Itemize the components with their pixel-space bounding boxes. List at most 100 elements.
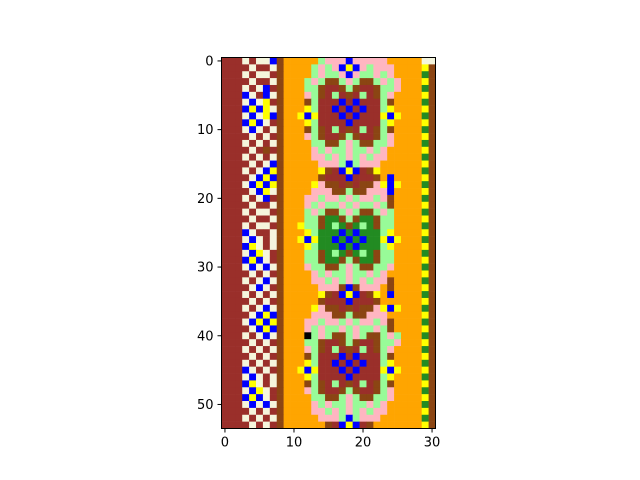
heatmap-cell	[428, 304, 436, 312]
heatmap-cell	[400, 174, 409, 182]
heatmap-cell	[345, 222, 353, 230]
heatmap-cell	[352, 236, 360, 244]
heatmap-cell	[283, 346, 291, 354]
heatmap-cell	[407, 236, 416, 244]
heatmap-cell	[380, 346, 388, 354]
heatmap-cell	[359, 291, 367, 299]
heatmap-cell	[318, 139, 326, 148]
heatmap-cell	[249, 297, 257, 306]
heatmap-cell	[311, 304, 319, 312]
heatmap-cell	[421, 339, 429, 347]
heatmap-cell	[242, 318, 250, 326]
heatmap-cell	[380, 222, 388, 230]
heatmap-cell	[221, 421, 229, 429]
heatmap-cell	[297, 394, 305, 402]
heatmap-cell	[262, 57, 271, 65]
heatmap-cell	[338, 91, 347, 100]
heatmap-cell	[311, 270, 319, 278]
heatmap-cell	[262, 133, 271, 141]
heatmap-cell	[359, 160, 367, 168]
heatmap-cell	[269, 277, 278, 285]
heatmap-cell	[318, 359, 326, 367]
heatmap-cell	[269, 174, 278, 182]
heatmap-cell	[318, 249, 326, 258]
heatmap-cell	[338, 284, 347, 292]
heatmap-cell	[380, 167, 388, 175]
heatmap-cell	[276, 304, 284, 312]
heatmap-cell	[414, 188, 422, 196]
heatmap-cell	[373, 133, 381, 141]
heatmap-cell	[359, 133, 367, 141]
heatmap-cell	[311, 133, 319, 141]
heatmap-cell	[387, 229, 395, 237]
heatmap-cell	[276, 71, 284, 79]
heatmap-cell	[359, 57, 367, 65]
heatmap-cell	[276, 78, 284, 86]
heatmap-cell	[428, 84, 436, 93]
heatmap-cell	[400, 284, 409, 292]
heatmap-cell	[276, 194, 284, 203]
heatmap-cell	[387, 112, 395, 120]
heatmap-cell	[276, 91, 284, 100]
heatmap-cell	[235, 346, 243, 354]
heatmap-cell	[345, 359, 353, 367]
heatmap-cell	[228, 222, 236, 230]
heatmap-cell	[262, 311, 271, 319]
heatmap-cell	[331, 263, 340, 271]
heatmap-cell	[338, 84, 347, 93]
heatmap-cell	[380, 236, 388, 244]
heatmap-cell	[352, 380, 360, 388]
heatmap-cell	[249, 249, 257, 258]
heatmap-cell	[304, 304, 312, 312]
heatmap-cell	[400, 277, 409, 285]
heatmap-cell	[380, 270, 388, 278]
heatmap-cell	[242, 263, 250, 271]
heatmap-cell	[338, 194, 347, 203]
heatmap-cell	[304, 222, 312, 230]
heatmap-cell	[387, 188, 395, 196]
heatmap-cell	[290, 133, 298, 141]
x-tick-label: 10	[286, 436, 303, 451]
heatmap-cell	[249, 346, 257, 354]
heatmap-cell	[345, 311, 353, 319]
heatmap-cell	[407, 98, 416, 106]
heatmap-cell	[407, 394, 416, 402]
heatmap-cell	[290, 332, 298, 340]
heatmap-cell	[304, 401, 312, 409]
heatmap-cell	[311, 98, 319, 106]
heatmap-cell	[269, 270, 278, 278]
heatmap-cell	[318, 263, 326, 271]
heatmap-cell	[318, 243, 326, 251]
heatmap-cell	[256, 249, 264, 258]
heatmap-cell	[297, 78, 305, 86]
heatmap-cell	[373, 215, 381, 223]
heatmap-cell	[262, 346, 271, 354]
heatmap-cell	[269, 133, 278, 141]
heatmap-cell	[221, 112, 229, 120]
heatmap-cell	[304, 208, 312, 216]
heatmap-cell	[262, 325, 271, 333]
heatmap-cell	[242, 91, 250, 100]
heatmap-cell	[414, 297, 422, 306]
heatmap-cell	[249, 304, 257, 312]
heatmap-cell	[235, 194, 243, 203]
heatmap-cell	[325, 366, 333, 374]
heatmap-cell	[325, 394, 333, 402]
heatmap-cell	[262, 263, 271, 271]
heatmap-cell	[283, 332, 291, 340]
heatmap-cell	[276, 421, 284, 429]
heatmap-cell	[221, 366, 229, 374]
heatmap-cell	[366, 359, 374, 367]
heatmap-cell	[297, 304, 305, 312]
heatmap-cell	[325, 153, 333, 161]
heatmap-cell	[414, 146, 422, 154]
heatmap-cell	[338, 277, 347, 285]
heatmap-cell	[297, 201, 305, 209]
heatmap-cell	[331, 229, 340, 237]
heatmap-cell	[290, 249, 298, 258]
heatmap-cell	[394, 256, 402, 264]
heatmap-cell	[400, 256, 409, 264]
heatmap-cell	[373, 153, 381, 161]
heatmap-cell	[421, 201, 429, 209]
heatmap-cell	[428, 291, 436, 299]
